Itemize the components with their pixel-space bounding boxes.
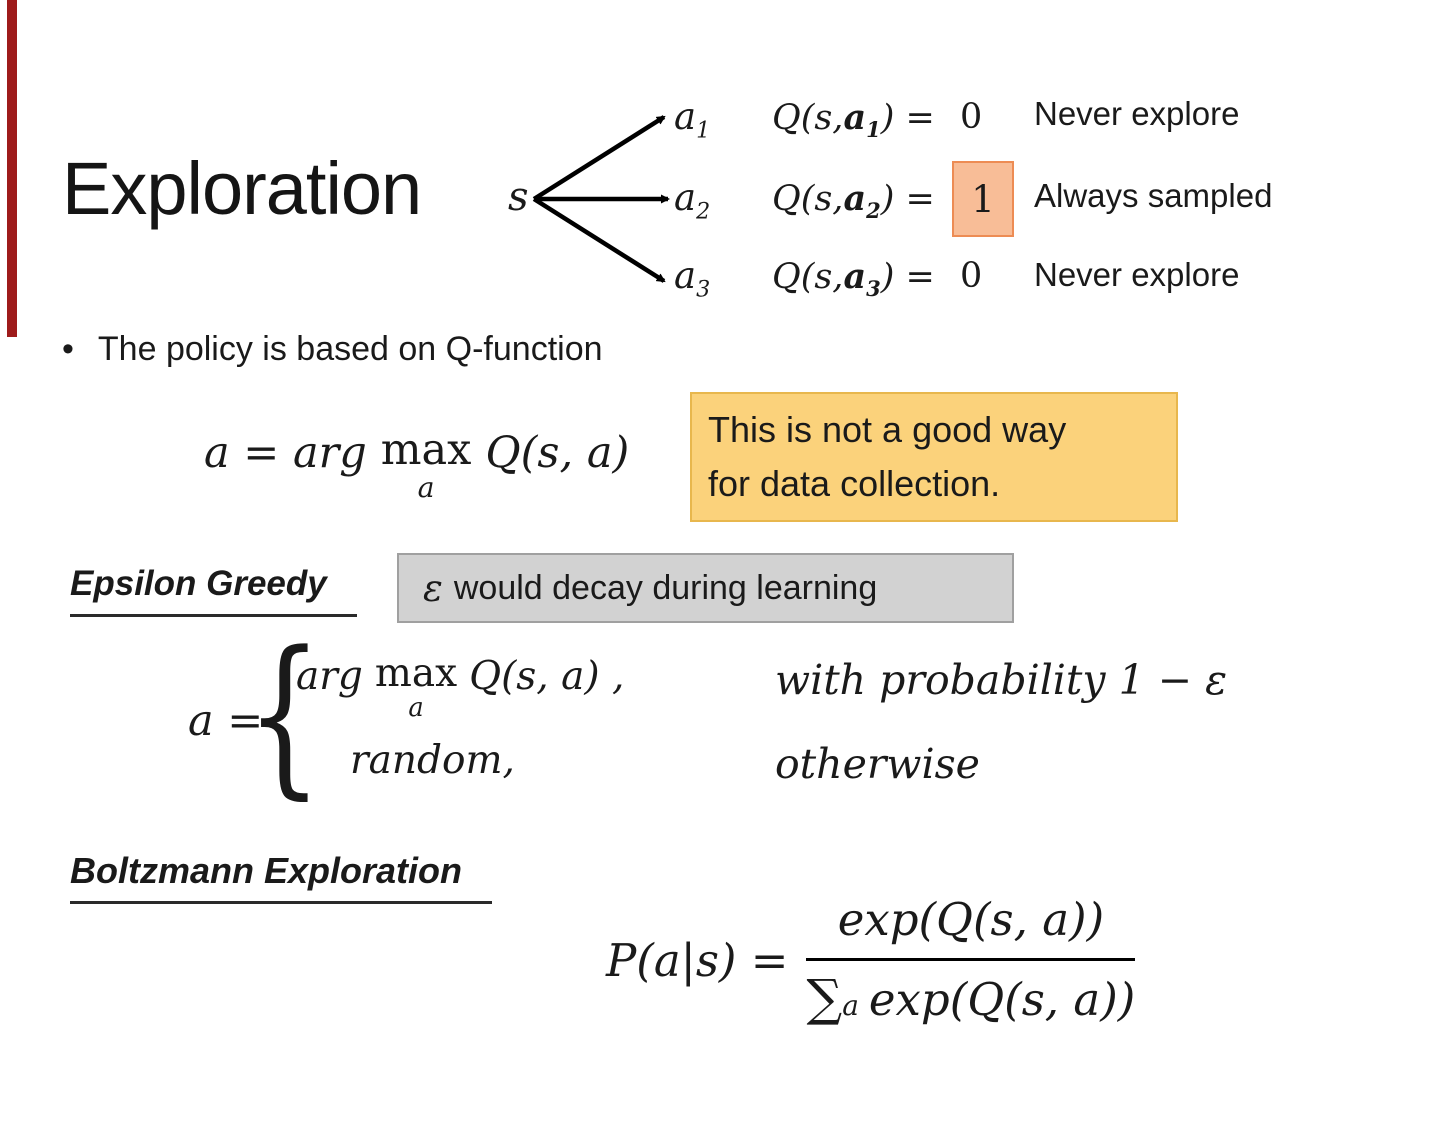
explore-note-a3: Never explore (1034, 256, 1240, 293)
q-value-a3: 0 (960, 256, 983, 296)
boltzmann-numerator: exp(Q(s, a)) (837, 893, 1105, 946)
epsilon-greedy-heading: Epsilon Greedy (70, 564, 357, 617)
q-equation-a1: Q(s,a1) = (772, 97, 935, 142)
q-equation-a2: Q(s,a2) = (772, 178, 935, 223)
case-greedy: arg max a Q(s, a) , (296, 651, 625, 723)
epsilon-decay-note: ε would decay during learning (397, 553, 1014, 623)
diagram-state-label: s (508, 174, 529, 220)
cases-lhs: a = (188, 696, 264, 746)
condition-otherwise: otherwise (775, 740, 980, 788)
boltzmann-lhs: P(a|s) = (606, 933, 789, 987)
boltzmann-fraction: exp(Q(s, a)) ∑ a exp(Q(s, a)) (806, 893, 1136, 1027)
argmax-formula: a = arg max a Q(s, a) (204, 425, 630, 505)
boltzmann-denominator: ∑ a exp(Q(s, a)) (806, 958, 1136, 1027)
boltzmann-formula: P(a|s) = exp(Q(s, a)) ∑ a exp(Q(s, a)) (606, 893, 1136, 1027)
cases-brace: { (246, 614, 323, 815)
warning-line-1: This is not a good way (708, 409, 1067, 450)
action-label-a3: a3 (674, 254, 711, 303)
warning-line-2: for data collection. (708, 463, 1001, 504)
max-operator: max a (374, 651, 458, 723)
explore-note-a1: Never explore (1034, 95, 1240, 132)
slide-title: Exploration (62, 147, 422, 230)
warning-callout: This is not a good way for data collecti… (690, 392, 1178, 522)
epsilon-symbol: ε (423, 566, 443, 610)
boltzmann-heading: Boltzmann Exploration (70, 850, 493, 904)
red-edge-bar (7, 0, 17, 337)
branch-arrows-icon (532, 115, 670, 283)
condition-probability: with probability 1 − ε (775, 656, 1228, 704)
max-operator: max a (380, 425, 472, 505)
action-label-a2: a2 (674, 176, 711, 225)
epsilon-note-text: would decay during learning (453, 568, 878, 607)
sum-symbol: ∑ (806, 969, 843, 1027)
explore-note-a2: Always sampled (1034, 177, 1273, 214)
highlighted-q-value-a2: 1 (952, 161, 1014, 237)
bullet-marker: • (62, 330, 74, 368)
bullet-point: • The policy is based on Q-function (62, 330, 603, 369)
q-value-a1: 0 (960, 97, 983, 137)
q-equation-a3: Q(s,a3) = (772, 256, 935, 301)
case-random: random, (350, 738, 515, 783)
action-label-a1: a1 (674, 95, 711, 144)
bullet-text: The policy is based on Q-function (97, 330, 603, 368)
